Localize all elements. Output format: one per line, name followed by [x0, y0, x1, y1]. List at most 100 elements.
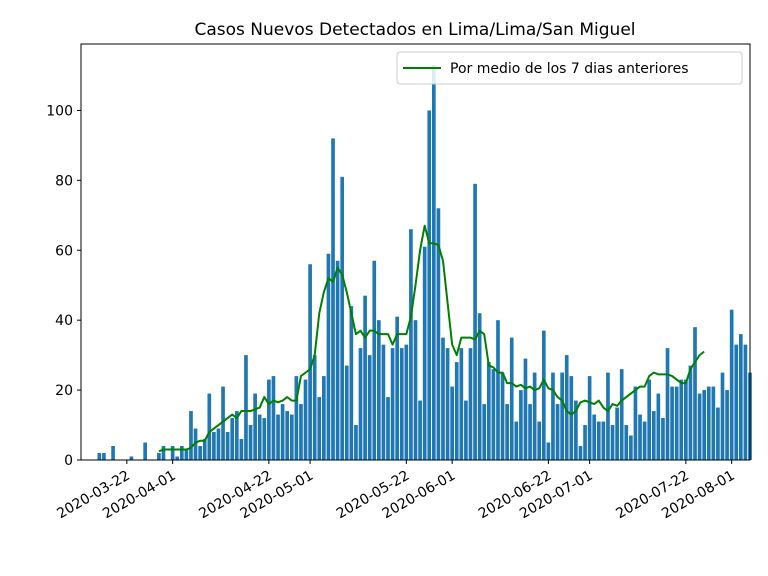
bar: [285, 411, 290, 460]
bar: [179, 446, 184, 460]
bar: [656, 393, 661, 460]
bar: [436, 208, 441, 460]
bar: [587, 376, 592, 460]
bar: [496, 320, 500, 460]
bar: [684, 379, 688, 460]
bar: [381, 344, 386, 460]
bar: [514, 421, 519, 460]
bar: [491, 369, 496, 460]
bar: [413, 320, 418, 460]
bar: [596, 421, 601, 460]
y-tick-label: 20: [55, 383, 73, 399]
bar: [569, 376, 574, 460]
bar: [409, 229, 413, 460]
bar: [509, 337, 514, 460]
bar: [326, 253, 331, 460]
bar: [399, 348, 404, 460]
bar: [519, 390, 523, 460]
bar: [500, 372, 505, 460]
bar: [564, 355, 569, 460]
bar: [743, 344, 748, 460]
bar: [473, 183, 477, 460]
bar: [225, 432, 230, 460]
bar: [335, 260, 340, 460]
bar: [395, 316, 400, 460]
bar: [349, 306, 354, 460]
bar: [454, 362, 459, 460]
bar: [450, 386, 454, 460]
bar: [734, 344, 739, 460]
y-tick-label: 80: [55, 173, 73, 189]
bar: [546, 442, 551, 460]
bar: [372, 260, 377, 460]
bar: [207, 393, 212, 460]
bar: [610, 425, 615, 460]
bar: [257, 414, 262, 460]
bar: [170, 446, 175, 460]
bar: [670, 386, 674, 460]
bar: [729, 309, 734, 460]
bar: [486, 362, 491, 460]
bar: [477, 313, 482, 460]
bar: [317, 397, 322, 460]
bar: [688, 365, 693, 460]
bar: [202, 439, 207, 460]
bar: [193, 428, 198, 460]
bar: [606, 372, 610, 460]
bar: [276, 414, 280, 460]
legend-box: [396, 51, 743, 85]
bar: [445, 348, 450, 460]
bar: [459, 348, 464, 460]
bar: [551, 372, 555, 460]
bar: [344, 365, 349, 460]
bar: [725, 390, 729, 460]
line-series-layer: [158, 224, 705, 453]
bar: [230, 418, 235, 460]
bar: [322, 376, 326, 460]
bar: [111, 446, 115, 460]
bar: [97, 453, 102, 460]
bar: [189, 411, 193, 460]
bar: [464, 400, 468, 460]
y-tick-label: 60: [55, 243, 73, 259]
bar: [354, 425, 358, 460]
bar: [312, 355, 317, 460]
bar: [289, 414, 294, 460]
bar: [505, 404, 509, 460]
bar: [532, 372, 537, 460]
bar: [674, 386, 679, 460]
moving-average-line: [158, 224, 705, 453]
bar: [280, 404, 285, 460]
bar: [299, 404, 303, 460]
bar: [143, 442, 147, 460]
bar: [661, 418, 665, 460]
bar: [244, 355, 248, 460]
bar: [629, 435, 633, 460]
bar: [308, 264, 312, 460]
bar: [555, 404, 560, 460]
bar: [528, 404, 532, 460]
bar: [619, 369, 624, 460]
bar: [427, 110, 432, 461]
bar: [216, 428, 221, 460]
y-tick-label: 0: [64, 453, 73, 469]
bar: [624, 425, 629, 460]
bar: [184, 449, 189, 460]
bar: [541, 330, 546, 460]
bar: [523, 358, 528, 460]
bar: [267, 379, 271, 460]
bar: [633, 386, 638, 460]
bar: [221, 386, 225, 460]
bar: [716, 407, 720, 460]
bar: [422, 246, 427, 460]
bar: [404, 344, 409, 460]
bar: [390, 348, 395, 460]
bar: [432, 64, 436, 460]
legend-label: Por medio de los 7 dias anteriores: [450, 61, 689, 77]
y-axis: 0 20 40 60 80 100: [46, 103, 81, 469]
y-tick-label: 100: [46, 103, 73, 119]
bar: [574, 400, 578, 460]
bar: [367, 355, 372, 460]
